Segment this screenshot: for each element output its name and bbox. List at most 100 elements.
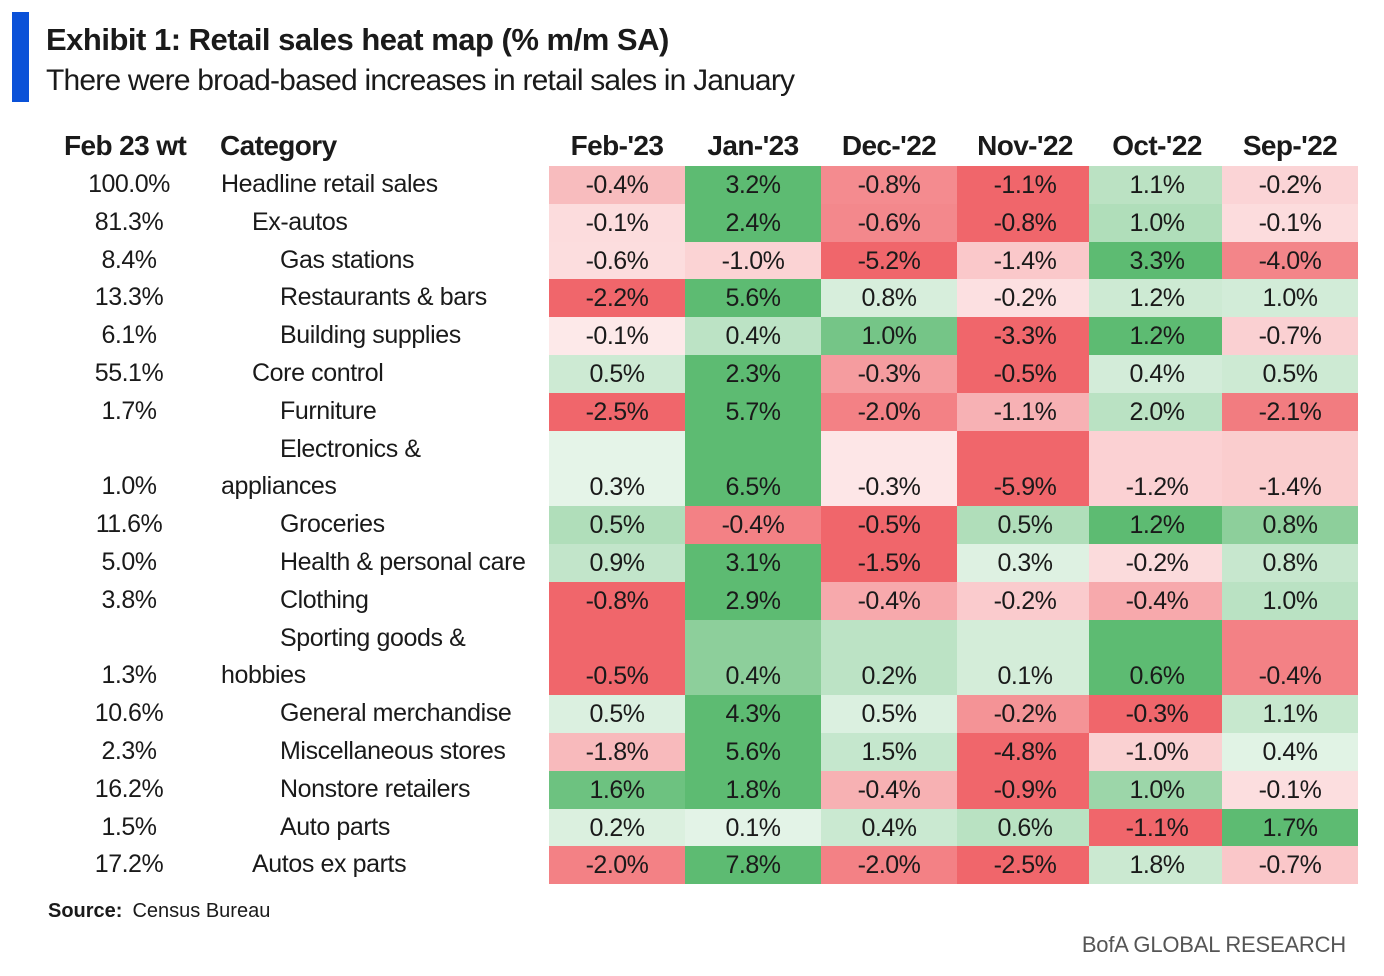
heatmap-cell: 0.1% [957,619,1093,696]
heatmap-cell: 1.2% [1089,317,1225,355]
heatmap-cell: 1.7% [1222,808,1358,847]
row-category: Clothing [280,585,369,614]
month-header: Sep-'22 [1242,130,1338,161]
heatmap-cell: 3.2% [685,166,821,204]
heatmap-cell: -1.4% [1222,430,1358,507]
row-weight: 5.0% [101,548,157,576]
heatmap-cell: -0.7% [1222,317,1358,355]
row-category: Sporting goods & [280,623,466,652]
heatmap-cell: -0.3% [821,355,957,393]
heatmap-cell: 0.6% [1089,619,1225,696]
accent-bar [12,12,29,102]
row-weight: 55.1% [94,359,164,387]
heatmap-cell: -0.5% [549,619,685,696]
heatmap-cell: 3.1% [685,544,821,582]
heatmap-cell: 0.5% [957,506,1093,544]
heatmap-cell: 0.8% [1222,506,1358,544]
heatmap-cell: -1.0% [1089,733,1225,771]
heatmap-cell: 0.5% [549,695,685,733]
heatmap-cell: -2.0% [821,392,957,431]
heatmap-cell: -4.0% [1222,241,1358,280]
chart-title: Exhibit 1: Retail sales heat map (% m/m … [46,22,669,57]
heatmap-cell: -0.6% [549,241,685,280]
table-row: 1.6% 1.8% -0.4% -0.9% 1.0% -0.1% 16.2% Nonstore… [0,770,1384,809]
row-category: Restaurants & bars [280,283,487,312]
heatmap-cell: 1.8% [685,770,821,809]
heatmap-cell: 1.0% [1222,279,1358,318]
heatmap-cell: 5.6% [685,279,821,318]
heatmap-cell: 1.5% [821,733,957,771]
heatmap-cell: 0.3% [957,544,1093,582]
heatmap-cell: -0.1% [1222,203,1358,242]
heatmap-cell: -0.1% [549,317,685,355]
table-row: 0.3% 6.5% -0.3% -5.9% -1.2% -1.4% 1.0% Electron… [0,430,1384,507]
heatmap-cell: -0.4% [1222,619,1358,696]
row-weight: 1.7% [101,396,157,425]
row-category: Autos ex parts [252,850,407,879]
heatmap-cell: -1.1% [1089,808,1225,847]
heatmap-cell: -0.2% [957,695,1093,733]
row-weight: 1.5% [101,812,157,841]
category-column-header: Category [220,130,337,161]
heatmap-cell: -0.5% [957,355,1093,393]
footer-brand: BofA GLOBAL RESEARCH [1081,932,1346,957]
row-weight: 8.4% [101,245,157,274]
heatmap-cell: 0.2% [821,619,957,696]
source-label: Source: [48,900,123,922]
heatmap-cell: -0.4% [821,770,957,809]
heatmap-cell: -0.1% [549,203,685,242]
table-row: -0.4% 3.2% -0.8% -1.1% 1.1% -0.2% 100.0% Headli… [0,166,1384,204]
heatmap-cell: -2.0% [549,846,685,885]
row-category: Ex-autos [252,207,348,236]
heatmap-cell: -0.3% [1089,695,1225,733]
heatmap-cell: -0.4% [821,581,957,620]
heatmap-cell: -0.8% [957,203,1093,242]
row-category: Groceries [280,510,385,539]
heatmap-cell: 0.2% [549,808,685,847]
heatmap-cell: -0.2% [1089,544,1225,582]
row-category: General merchandise [280,699,512,728]
table-row: -0.1% 2.4% -0.6% -0.8% 1.0% -0.1% 81.3% Ex-auto… [0,203,1384,242]
heatmap-cell: 1.6% [549,770,685,809]
heatmap-cell: 1.0% [1089,770,1225,809]
heatmap-cell: 0.3% [549,430,685,507]
table-row: -1.8% 5.6% 1.5% -4.8% -1.0% 0.4% 2.3% Miscellan… [0,733,1384,771]
heatmap-cell: 1.2% [1089,506,1225,544]
heatmap-cell: 1.2% [1089,279,1225,318]
heatmap-cell: 1.8% [1089,846,1225,885]
heatmap-cell: -5.2% [821,241,957,280]
weight-column-header: Feb 23 wt [64,130,187,161]
heatmap-cell: 0.8% [1222,544,1358,582]
heatmap-cell: -1.2% [1089,430,1225,507]
month-header: Feb-'23 [570,130,664,161]
heatmap-cell: 0.4% [685,317,821,355]
heatmap-cell: 0.4% [1222,733,1358,771]
row-weight: 10.6% [94,699,164,728]
heatmap-cell: -0.2% [957,581,1093,620]
heatmap-cell: 2.0% [1089,392,1225,431]
row-weight: 16.2% [94,774,164,803]
row-category: Miscellaneous stores [280,737,506,765]
heatmap-cell: 5.6% [685,733,821,771]
heatmap-cell: 1.0% [821,317,957,355]
row-category: Furniture [280,396,377,425]
row-weight: 13.3% [94,283,164,312]
heatmap-cell: -0.8% [549,581,685,620]
heatmap-cell: 0.4% [821,808,957,847]
heatmap-cell: 0.1% [685,808,821,847]
table-row: 0.9% 3.1% -1.5% 0.3% -0.2% 0.8% 5.0% Health & p… [0,544,1384,582]
row-category: Health & personal care [280,548,526,576]
table-row: -2.0% 7.8% -2.0% -2.5% 1.8% -0.7% 17.2% Autos e… [0,846,1384,885]
heatmap-cell: -0.9% [957,770,1093,809]
heatmap-cell: -0.4% [1089,581,1225,620]
month-header: Oct-'22 [1112,130,1202,161]
heatmap-cell: -0.4% [549,166,685,204]
heatmap-cell: 3.3% [1089,241,1225,280]
month-header: Jan-'23 [707,130,799,161]
heatmap-cell: -2.1% [1222,392,1358,431]
row-weight: 2.3% [101,737,157,765]
row-category: Headline retail sales [221,170,438,198]
heatmap-cell: 4.3% [685,695,821,733]
heatmap-cell: 0.5% [549,506,685,544]
heatmap-cell: 0.6% [957,808,1093,847]
